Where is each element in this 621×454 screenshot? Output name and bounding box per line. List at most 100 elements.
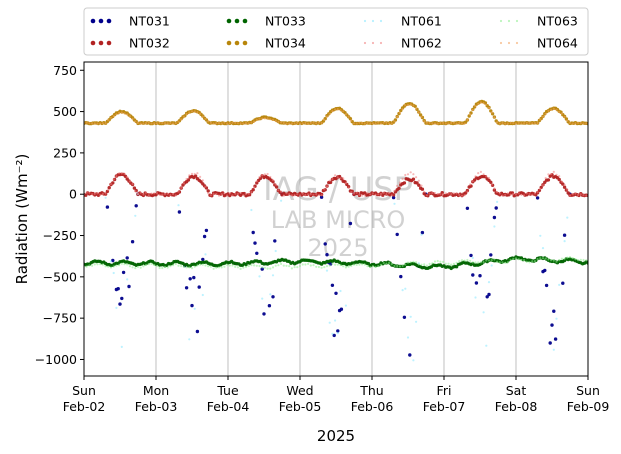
data-point: [369, 193, 372, 196]
data-point: [118, 111, 121, 114]
data-point: [433, 192, 437, 195]
data-point: [307, 262, 310, 265]
data-point: [397, 186, 401, 190]
data-point: [469, 259, 472, 262]
data-point: [436, 259, 439, 263]
data-point: [123, 263, 126, 266]
data-point: [408, 353, 412, 357]
data-point: [288, 265, 291, 268]
data-point: [277, 120, 280, 123]
data-point: [444, 122, 447, 125]
data-point: [469, 183, 472, 186]
data-point: [474, 175, 477, 178]
data-point: [439, 260, 442, 263]
data-point: [334, 291, 338, 295]
data-point: [531, 260, 534, 263]
watermark-line-3: 2025: [307, 234, 368, 262]
data-point: [544, 283, 549, 288]
data-point: [485, 295, 489, 299]
data-point: [339, 177, 342, 180]
data-point: [309, 193, 312, 196]
data-point: [328, 112, 331, 115]
data-point: [226, 263, 229, 266]
data-point: [247, 192, 250, 195]
data-point: [112, 178, 115, 181]
data-point: [280, 190, 283, 193]
data-point: [155, 192, 158, 195]
data-point: [93, 192, 96, 195]
y-tick-label: 750: [53, 63, 77, 78]
data-point: [466, 118, 469, 121]
data-point: [217, 266, 221, 269]
data-point: [220, 193, 223, 196]
data-point: [199, 112, 202, 115]
data-point: [336, 329, 340, 333]
legend-item-nt034: NT034: [226, 36, 306, 51]
data-point: [382, 191, 385, 194]
legend-label: NT062: [401, 36, 442, 51]
data-point: [182, 115, 185, 118]
data-point: [163, 265, 167, 268]
legend-marker: [98, 40, 104, 46]
legend: NT031 NT032 NT033 NT034 NT061 NT062 NT063 NT064: [83, 7, 589, 56]
data-point: [363, 122, 366, 125]
data-point: [250, 208, 253, 212]
data-point: [458, 193, 461, 196]
data-point: [163, 122, 167, 125]
data-point: [282, 194, 285, 197]
data-point: [196, 264, 199, 267]
data-point: [550, 259, 553, 262]
y-axis-label: Radiation (Wm⁻²): [13, 154, 31, 285]
data-point: [401, 108, 404, 111]
data-point: [406, 261, 410, 264]
data-point: [212, 122, 215, 125]
data-point: [274, 185, 279, 189]
data-point: [366, 265, 369, 268]
data-point: [409, 261, 412, 264]
data-point: [134, 204, 138, 208]
data-point: [115, 175, 118, 178]
data-point: [517, 121, 520, 124]
x-tick-day: Tue: [216, 383, 239, 398]
data-point: [558, 283, 561, 286]
data-point: [415, 181, 419, 185]
legend-item-nt061: NT061: [363, 14, 442, 29]
data-point: [582, 258, 585, 262]
data-point: [266, 172, 269, 176]
data-point: [258, 176, 261, 179]
data-point: [506, 192, 509, 195]
data-point: [558, 110, 561, 113]
data-point: [512, 257, 515, 260]
data-point: [101, 263, 104, 266]
data-point: [209, 194, 212, 197]
data-point: [188, 338, 191, 341]
data-point: [85, 265, 88, 268]
data-point: [185, 113, 188, 116]
data-point: [266, 267, 269, 270]
data-point: [285, 122, 288, 125]
data-point: [371, 265, 374, 268]
data-point: [298, 264, 302, 268]
x-tick-date: Feb-02: [63, 399, 106, 414]
data-point: [450, 263, 453, 266]
data-point: [506, 122, 509, 125]
x-axis-label: 2025: [317, 427, 355, 445]
data-point: [423, 263, 426, 266]
data-point: [169, 265, 172, 268]
data-point: [258, 117, 261, 120]
data-point: [247, 264, 250, 268]
data-point: [404, 263, 407, 266]
data-point: [415, 107, 418, 110]
data-point: [355, 191, 358, 194]
data-point: [293, 122, 296, 125]
gridlines: [155, 62, 517, 376]
data-point: [344, 304, 347, 307]
legend-label: NT031: [129, 14, 170, 29]
data-point: [242, 266, 245, 269]
data-point: [377, 193, 380, 196]
data-point: [250, 121, 253, 124]
data-point: [379, 263, 383, 266]
data-point: [490, 183, 493, 186]
data-point: [431, 191, 434, 195]
data-point: [145, 191, 148, 194]
